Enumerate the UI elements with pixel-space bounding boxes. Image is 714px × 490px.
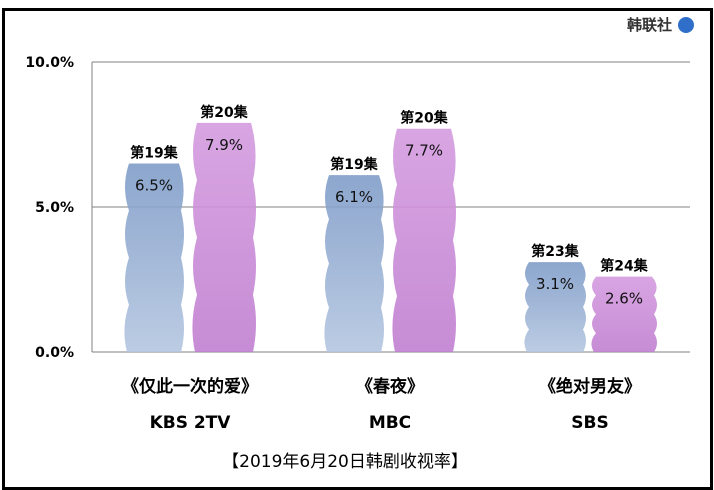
data-label: 2.6%: [605, 290, 643, 308]
logo-text: 韩联社: [627, 16, 672, 34]
category-drama-label: 《绝对男友》: [539, 376, 641, 397]
category-network-label: KBS 2TV: [150, 413, 232, 433]
data-label: 6.1%: [335, 188, 373, 206]
episode-label: 第20集: [400, 110, 448, 127]
episode-label: 第23集: [531, 243, 579, 260]
category-drama-label: 《春夜》: [356, 376, 424, 397]
bar: [524, 262, 586, 352]
data-label: 3.1%: [536, 275, 574, 293]
episode-label: 第19集: [330, 156, 378, 173]
data-label: 6.5%: [135, 177, 173, 195]
episode-label: 第20集: [200, 104, 248, 121]
chart-title: 【2019年6月20日韩剧收视率】: [222, 452, 468, 472]
data-label: 7.9%: [205, 136, 243, 154]
bar: [324, 175, 384, 352]
category-network-label: MBC: [369, 413, 411, 433]
bar: [124, 163, 184, 352]
logo-icon: [678, 17, 694, 33]
category-network-label: SBS: [571, 413, 608, 433]
y-tick-label: 0.0%: [35, 345, 74, 361]
data-label: 7.7%: [405, 142, 443, 160]
bar: [392, 128, 456, 352]
bar: [192, 122, 256, 353]
bar: [591, 276, 657, 352]
y-tick-label: 10.0%: [25, 55, 74, 71]
episode-label: 第19集: [130, 145, 178, 162]
category-drama-label: 《仅此一次的爱》: [122, 376, 258, 397]
y-tick-label: 5.0%: [35, 200, 74, 216]
episode-label: 第24集: [600, 258, 648, 275]
